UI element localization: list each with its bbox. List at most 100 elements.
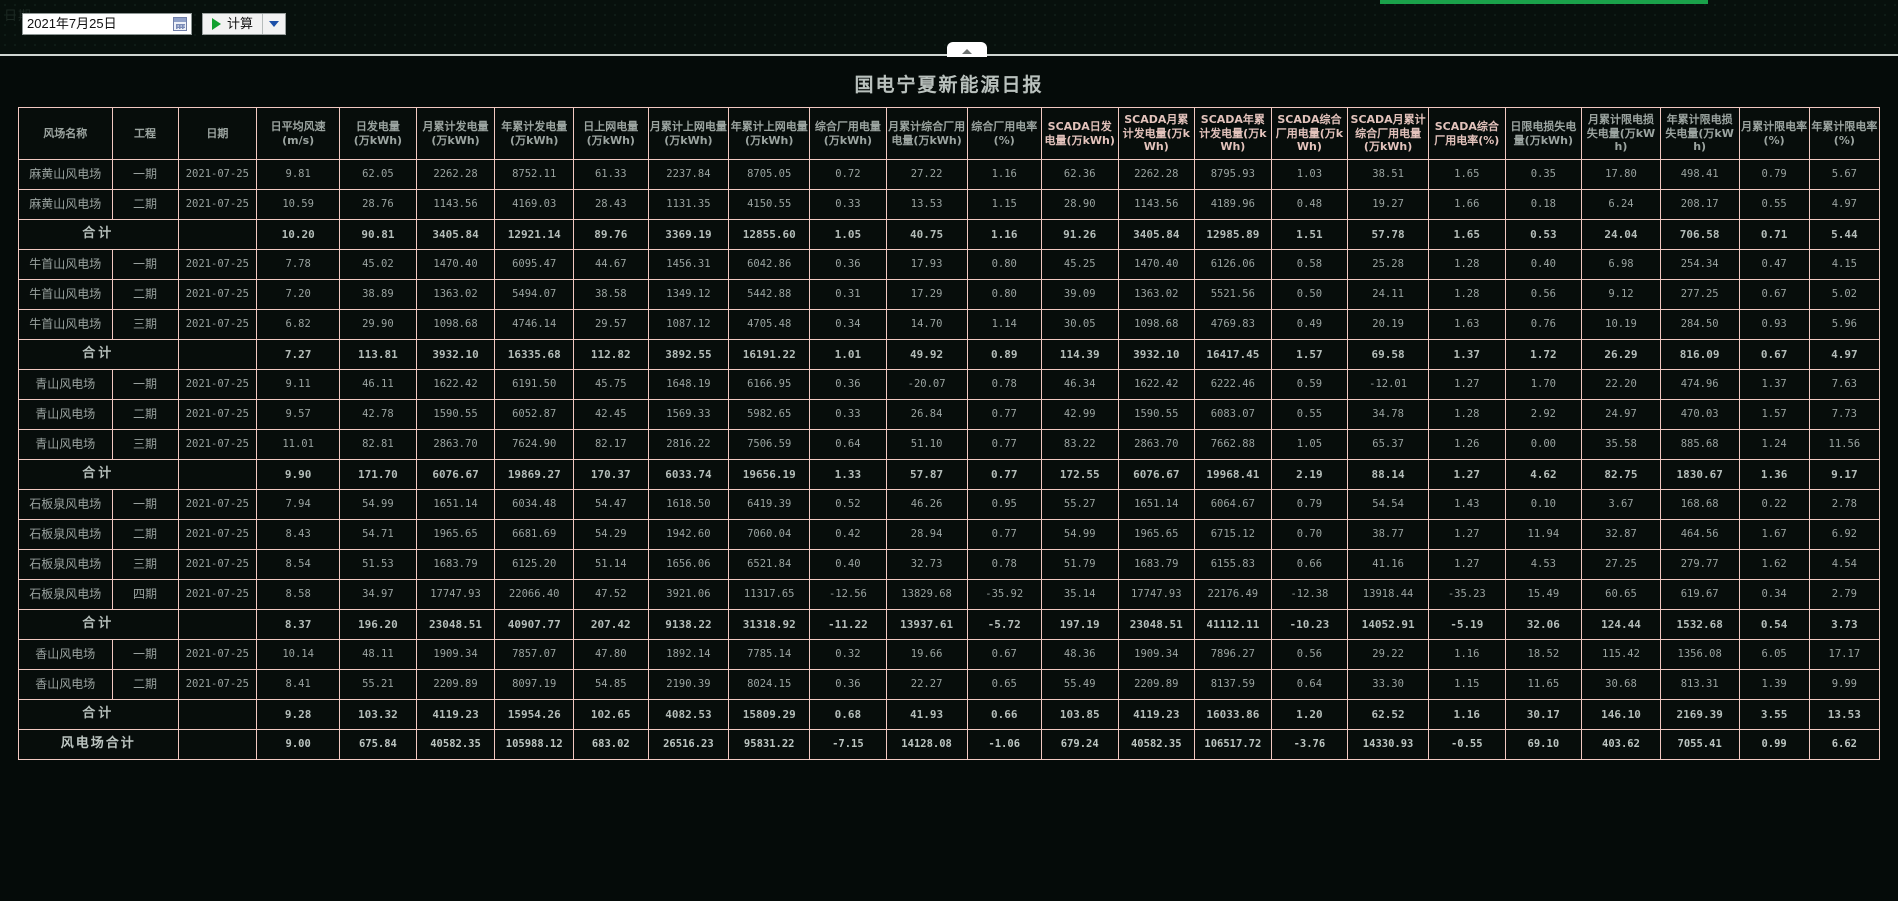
cell-aux_rate: 0.77 [966,399,1042,430]
cell-date: 2021-07-25 [177,549,258,580]
cell-mon_aux: 57.87 [885,459,968,490]
subtotal-row: 合计 10.20 90.81 3405.84 12921.14 89.76 3369.19 1… [18,219,1881,250]
cell-scada_mon_gen: 1470.40 [1117,249,1196,280]
cell-year_gen: 4169.03 [494,189,575,220]
cell-year_curtail: 284.50 [1659,309,1740,340]
cell-aux_rate: 0.80 [966,279,1042,310]
cell-scada_aux_rate: -0.55 [1428,729,1506,760]
cell-date: 2021-07-25 [177,399,258,430]
cell-mon_grid: 1648.19 [647,369,730,400]
cell-phase: 三期 [111,309,179,340]
cell-day_curtail: 0.56 [1504,279,1583,310]
cell-scada_day_gen: 62.36 [1040,159,1119,190]
cell-day_gen: 62.05 [339,159,417,190]
cell-aux_rate: 1.16 [966,159,1042,190]
cell-scada_aux: 1.20 [1270,699,1349,730]
cell-year_gen: 22066.40 [494,579,575,610]
column-header-scada_year_gen: SCADA年累计发电量(万kWh) [1194,107,1272,160]
cell-date: 2021-07-25 [177,249,258,280]
cell-day_curtail: 15.49 [1504,579,1583,610]
cell-scada_mon_aux: 88.14 [1347,459,1429,490]
cell-day_gen: 171.70 [339,459,417,490]
cell-mon_aux: -20.07 [885,369,968,400]
cell-aux_rate: -35.92 [966,579,1042,610]
column-header-mon_curtail_rate: 月累计限电率(%) [1738,107,1810,160]
cell-day_gen: 29.90 [339,309,417,340]
cell-day_curtail: 0.53 [1504,219,1583,250]
cell-day_grid: 47.52 [573,579,649,610]
cell-mon_curtail: 9.12 [1581,279,1661,310]
cell-date: 2021-07-25 [177,519,258,550]
cell-scada_mon_gen: 1683.79 [1117,549,1196,580]
cell-scada_aux_rate: 1.16 [1428,639,1506,670]
cell-scada_mon_gen: 6076.67 [1117,459,1196,490]
cell-aux_rate: 0.67 [966,639,1042,670]
calculate-dropdown-button[interactable] [263,13,285,35]
date-input[interactable]: 2021年7月25日 [22,13,192,35]
cell-phase: 一期 [111,369,179,400]
cell-scada_aux: 1.05 [1270,429,1349,460]
cell-mon_aux: 22.27 [885,669,968,700]
collapse-toolbar-handle[interactable] [947,42,987,57]
cell-mon_aux: 41.93 [885,699,968,730]
top-accent-bar [1380,0,1708,4]
cell-mon_curtail_rate: 0.67 [1738,279,1810,310]
cell-day_grid: 54.47 [573,489,649,520]
cell-year_grid: 6166.95 [728,369,811,400]
cell-mon_gen: 3932.10 [415,339,496,370]
cell-aux_power: 0.40 [809,549,887,580]
cell-scada_day_gen: 172.55 [1040,459,1119,490]
cell-mon_grid: 1087.12 [647,309,730,340]
cell-year_curtail: 470.03 [1659,399,1740,430]
cell-scada_aux_rate: -5.19 [1428,609,1506,640]
cell-year_curtail_rate: 17.17 [1808,639,1881,670]
cell-year_grid: 8705.05 [728,159,811,190]
cell-mon_curtail: 30.68 [1581,669,1661,700]
table-row: 牛首山风电场 三期 2021-07-25 6.82 29.90 1098.68 4746.1… [18,309,1881,340]
cell-aux_rate: -1.06 [966,729,1042,760]
cell-year_curtail_rate: 5.44 [1808,219,1881,250]
cell-year_gen: 6034.48 [494,489,575,520]
cell-day_curtail: 0.35 [1504,159,1583,190]
cell-mon_curtail: 10.19 [1581,309,1661,340]
cell-scada_year_gen: 6222.46 [1194,369,1272,400]
cell-scada_aux: 0.55 [1270,399,1349,430]
cell-scada_mon_aux: 24.11 [1347,279,1429,310]
cell-year_grid: 7506.59 [728,429,811,460]
cell-mon_aux: 28.94 [885,519,968,550]
cell-scada_aux: -12.38 [1270,579,1349,610]
cell-scada_mon_gen: 3932.10 [1117,339,1196,370]
cell-aux_power: -7.15 [809,729,887,760]
cell-year_grid: 5442.88 [728,279,811,310]
cell-day_gen: 55.21 [339,669,417,700]
cell-year_curtail_rate: 4.97 [1808,189,1881,220]
cell-mon_curtail: 146.10 [1581,699,1661,730]
calendar-icon[interactable] [173,17,187,31]
cell-mon_curtail: 32.87 [1581,519,1661,550]
cell-year_gen: 8097.19 [494,669,575,700]
cell-scada_aux_rate: 1.66 [1428,189,1506,220]
cell-mon_grid: 2237.84 [647,159,730,190]
cell-aux_power: -12.56 [809,579,887,610]
cell-scada_aux_rate: 1.63 [1428,309,1506,340]
cell-avg_wind: 8.41 [256,669,341,700]
column-header-phase: 工程 [111,107,179,160]
cell-mon_curtail_rate: 0.54 [1738,609,1810,640]
cell-day_grid: 38.58 [573,279,649,310]
cell-year_curtail_rate: 5.96 [1808,309,1881,340]
cell-scada_year_gen: 4769.83 [1194,309,1272,340]
cell-scada_year_gen: 16417.45 [1194,339,1272,370]
cell-avg_wind: 7.94 [256,489,341,520]
table-row: 牛首山风电场 一期 2021-07-25 7.78 45.02 1470.40 6095.4… [18,249,1881,280]
column-header-scada_day_gen: SCADA日发电量(万kWh) [1040,107,1119,160]
column-header-year_curtail: 年累计限电损失电量(万kWh) [1659,107,1740,160]
cell-mon_curtail: 6.98 [1581,249,1661,280]
cell-avg_wind: 9.57 [256,399,341,430]
calculate-button[interactable]: 计算 [202,13,287,35]
cell-scada_aux_rate: 1.26 [1428,429,1506,460]
cell-scada_mon_gen: 1909.34 [1117,639,1196,670]
cell-mon_curtail_rate: 1.39 [1738,669,1810,700]
cell-scada_aux: -3.76 [1270,729,1349,760]
cell-scada_aux: 0.56 [1270,639,1349,670]
cell-day_curtail: 11.65 [1504,669,1583,700]
